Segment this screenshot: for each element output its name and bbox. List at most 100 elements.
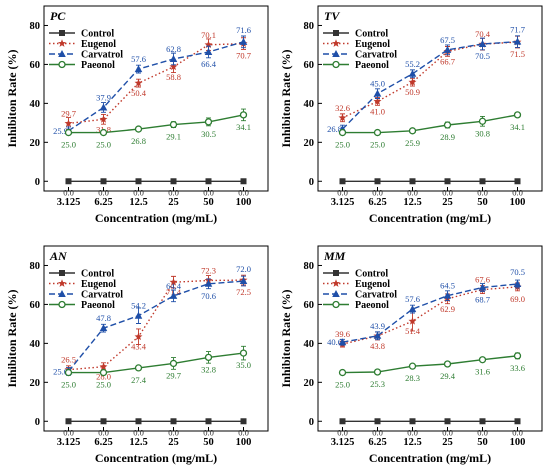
x-tick-label: 50 [477, 437, 488, 448]
y-tick-label: 80 [30, 261, 41, 272]
legend-entry-carvatrol: Carvatrol [81, 50, 123, 61]
x-axis-title: Concentration (mg/mL) [95, 211, 217, 225]
data-point [478, 117, 487, 125]
data-label: 0.0 [477, 427, 488, 437]
data-point [338, 113, 347, 122]
data-point [169, 278, 178, 286]
legend-entry-paeonol: Paeonol [355, 60, 389, 71]
data-label: 0.0 [442, 427, 453, 437]
data-label: 55.2 [405, 59, 420, 69]
series-line [68, 42, 244, 125]
data-point [373, 89, 382, 97]
data-label: 0.0 [133, 427, 144, 437]
data-label: 37.9 [96, 92, 111, 102]
data-label: 0.0 [512, 187, 523, 197]
data-point [204, 47, 213, 55]
x-tick-label: 50 [477, 197, 488, 208]
x-tick-label: 25 [168, 197, 179, 208]
data-label: 30.8 [475, 128, 490, 138]
data-label: 62.9 [440, 304, 455, 314]
legend-marker [332, 300, 340, 309]
data-label: 30.5 [201, 129, 216, 139]
legend-marker [332, 60, 340, 69]
legend-entry-carvatrol: Carvatrol [355, 290, 397, 301]
data-point [134, 311, 143, 319]
x-tick-label: 6.25 [94, 437, 112, 448]
data-point [408, 362, 417, 370]
legend-marker [333, 270, 339, 276]
data-label: 0.0 [203, 427, 214, 437]
data-point [239, 277, 248, 285]
data-point [134, 364, 143, 372]
data-point [239, 111, 248, 119]
data-point [135, 178, 142, 185]
series-line [68, 352, 244, 374]
data-label: 72.5 [236, 287, 251, 297]
data-point [338, 128, 347, 137]
data-point [170, 418, 177, 425]
data-label: 66.4 [201, 59, 217, 69]
data-label: 26.5 [61, 355, 76, 365]
data-label: 72.3 [201, 265, 216, 275]
data-point [373, 368, 382, 376]
data-label: 43.9 [370, 321, 385, 331]
legend-marker [59, 30, 65, 36]
chart-panel-mm: 0 20 40 60 80 3.125 6.25 12.5 25 50 100 Concentrati… [279, 245, 543, 465]
data-label: 68.7 [475, 294, 490, 304]
data-point [204, 353, 213, 362]
legend-entry-eugenol: Eugenol [81, 39, 116, 50]
data-label: 32.8 [201, 364, 216, 374]
data-point [408, 305, 417, 313]
data-point [444, 178, 451, 185]
data-point [204, 118, 213, 126]
data-label: 0.0 [372, 427, 383, 437]
data-point [99, 362, 108, 371]
data-label: 45.0 [370, 79, 385, 89]
data-point [64, 128, 73, 137]
data-point [99, 128, 108, 137]
series-line [342, 355, 518, 374]
data-label: 25.0 [61, 380, 76, 390]
data-label: 34.1 [236, 122, 251, 132]
data-label: 0.0 [63, 187, 74, 197]
data-label: 58.8 [166, 72, 181, 82]
series-paeonol: 25.0 25.0 25.9 28.9 30.8 34.1 [335, 111, 525, 150]
x-tick-label: 12.5 [129, 437, 147, 448]
data-label: 57.6 [405, 294, 420, 304]
data-point [65, 418, 72, 425]
data-label: 0.0 [98, 427, 109, 437]
data-label: 67.6 [475, 275, 490, 285]
legend-marker [332, 290, 340, 297]
data-label: 67.5 [440, 35, 455, 45]
data-label: 50.9 [405, 87, 420, 97]
x-tick-label: 6.25 [94, 197, 112, 208]
data-label: 0.0 [407, 427, 418, 437]
data-point [169, 291, 178, 299]
y-tick-label: 60 [30, 60, 41, 71]
legend-entry-eugenol: Eugenol [355, 39, 390, 50]
data-label: 25.9 [53, 126, 68, 136]
data-point [443, 360, 452, 368]
data-label: 25.0 [61, 140, 76, 150]
data-point [479, 418, 486, 425]
plot-frame [317, 5, 543, 192]
data-label: 0.0 [133, 187, 144, 197]
data-point [134, 125, 143, 133]
series-paeonol: 25.0 25.0 27.4 29.7 32.8 35.0 [61, 345, 251, 390]
data-label: 35.0 [236, 360, 251, 370]
series-carvatrol: 25.6 47.8 54.2 64.4 70.6 72.0 [53, 264, 251, 376]
data-label: 32.6 [335, 103, 350, 113]
data-point [374, 418, 381, 425]
data-label: 0.0 [98, 187, 109, 197]
x-tick-label: 25 [442, 197, 453, 208]
data-label: 25.0 [335, 380, 350, 390]
data-point [408, 316, 417, 325]
series-control: 0.0 0.0 0.0 0.0 0.0 0.0 [337, 418, 523, 437]
panel-label: AN [49, 249, 68, 263]
y-tick-label: 80 [30, 21, 41, 32]
legend-marker [332, 279, 340, 287]
data-point [338, 338, 347, 346]
data-label: 0.0 [442, 187, 453, 197]
data-label: 50.4 [131, 88, 147, 98]
plot-frame [43, 5, 269, 192]
